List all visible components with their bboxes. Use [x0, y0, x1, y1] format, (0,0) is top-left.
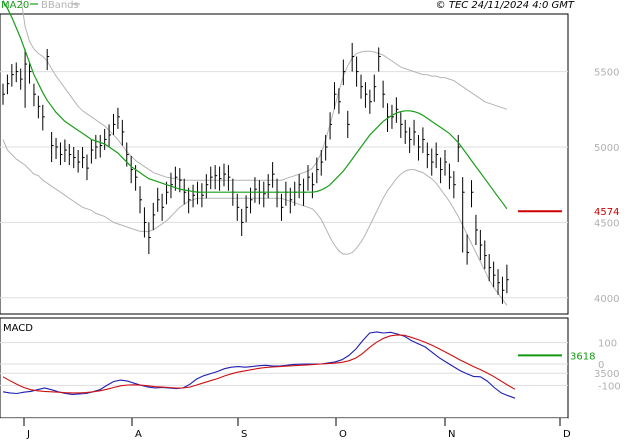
- source-label: © TEC 24/11/2024 4:0 GMT: [436, 0, 575, 11]
- price-panel: [0, 13, 569, 315]
- levels-layer: 4574 3618: [518, 207, 619, 362]
- y-tick-label: 5000: [594, 143, 619, 154]
- y-tick-label: 4500: [594, 218, 619, 229]
- support-label: 3618: [570, 351, 595, 362]
- x-tick-label: J: [26, 429, 30, 440]
- x-tick-label: O: [339, 429, 347, 440]
- y-tick-label: 3500: [594, 369, 619, 380]
- y-tick-label: 5500: [594, 68, 619, 79]
- macd-title: MACD: [3, 323, 33, 334]
- y-tick-label: -100: [598, 381, 621, 392]
- y-tick-label: 100: [598, 339, 617, 350]
- x-tick-label: D: [563, 429, 571, 440]
- macd-line: [2, 331, 516, 399]
- x-tick-label: N: [448, 429, 455, 440]
- macd-panel: [0, 317, 569, 419]
- x-tick-label: A: [135, 429, 142, 440]
- bbands-legend-label: BBands: [41, 0, 79, 11]
- ma20-line: [2, 0, 508, 210]
- x-tick-label: S: [241, 429, 247, 440]
- ma-layer: [2, 0, 508, 210]
- resistance-label: 4574: [594, 207, 619, 218]
- ma-legend-label: MA20: [1, 0, 29, 11]
- signal-line: [2, 334, 516, 394]
- y-tick-label: 0: [598, 360, 604, 371]
- grid: [0, 71, 568, 419]
- macd-layer: [2, 331, 516, 399]
- y-tick-label: 4000: [594, 294, 619, 305]
- y-tick-label: 6000: [594, 0, 619, 3]
- y-axis: 6000 5500 5000 4500 4000 3500 100 0 -100: [594, 0, 621, 392]
